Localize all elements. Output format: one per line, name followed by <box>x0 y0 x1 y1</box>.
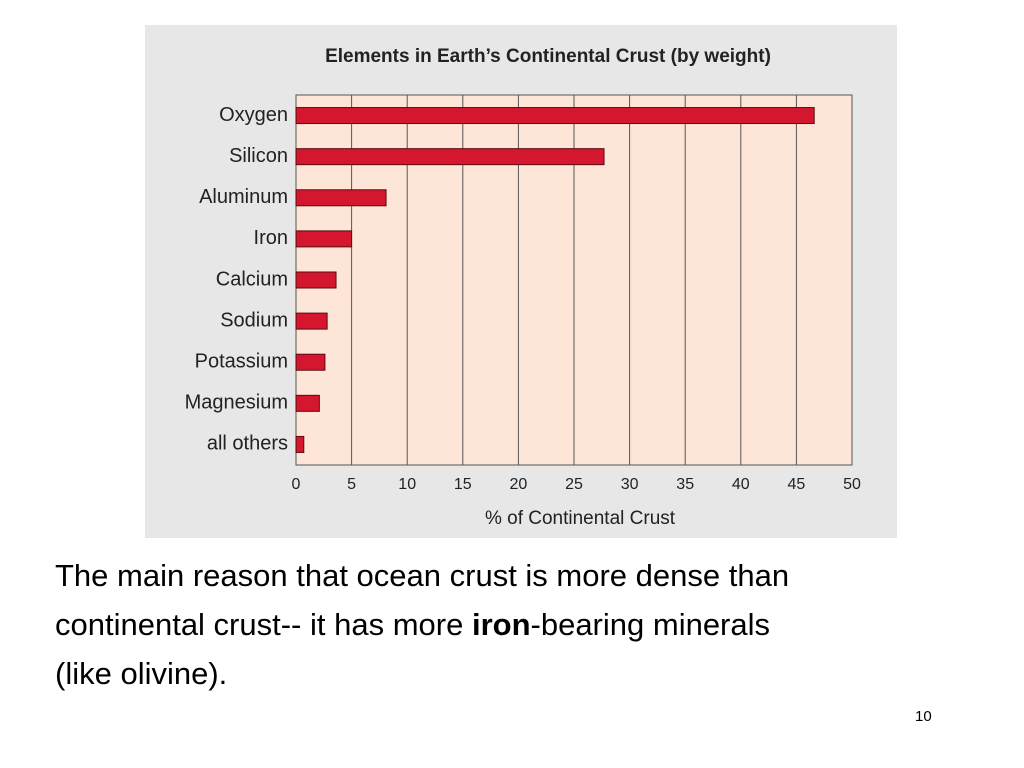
caption-text: continental crust-- it has more <box>55 607 472 642</box>
y-tick-label: Iron <box>254 227 288 249</box>
y-tick-label: Oxygen <box>219 104 288 126</box>
caption-text: -bearing minerals <box>530 607 771 642</box>
y-tick-label: Sodium <box>220 309 288 331</box>
y-tick-label: all others <box>207 433 288 455</box>
bar <box>295 230 353 248</box>
x-tick-label: 20 <box>510 476 528 493</box>
bar <box>295 189 387 207</box>
y-tick-label: Calcium <box>216 268 288 290</box>
x-axis-label: % of Continental Crust <box>485 508 676 529</box>
y-tick-label: Silicon <box>229 145 288 167</box>
bar <box>295 394 320 412</box>
caption-bold: iron <box>471 607 531 642</box>
bar <box>295 312 328 330</box>
chart: Elements in Earth’s Continental Crust (b… <box>145 25 897 538</box>
x-tick-label: 45 <box>788 476 806 493</box>
y-tick-label: Aluminum <box>199 186 288 208</box>
bar <box>295 271 337 289</box>
y-tick-label: Potassium <box>195 351 288 373</box>
x-tick-label: 40 <box>732 476 750 493</box>
caption-line: (like olivine). <box>55 656 227 692</box>
x-tick-label: 50 <box>843 476 861 493</box>
bar <box>295 435 305 453</box>
bar <box>295 353 326 371</box>
caption-text: The main reason that ocean crust is more… <box>55 558 790 593</box>
x-tick-label: 25 <box>565 476 583 493</box>
y-tick-label: Magnesium <box>185 392 288 414</box>
x-tick-label: 5 <box>347 476 356 493</box>
x-tick-label: 15 <box>454 476 472 493</box>
x-tick-label: 0 <box>292 476 301 493</box>
caption-text: (like olivine). <box>55 656 228 691</box>
x-tick-label: 30 <box>621 476 639 493</box>
page-number: 10 <box>915 708 932 725</box>
x-tick-label: 35 <box>676 476 694 493</box>
x-tick-label: 10 <box>398 476 416 493</box>
caption-line: The main reason that ocean crust is more… <box>55 558 789 594</box>
bar <box>295 107 815 125</box>
chart-title: Elements in Earth’s Continental Crust (b… <box>325 46 771 67</box>
caption-line: continental crust-- it has more iron-bea… <box>55 607 770 643</box>
bar <box>295 148 605 166</box>
